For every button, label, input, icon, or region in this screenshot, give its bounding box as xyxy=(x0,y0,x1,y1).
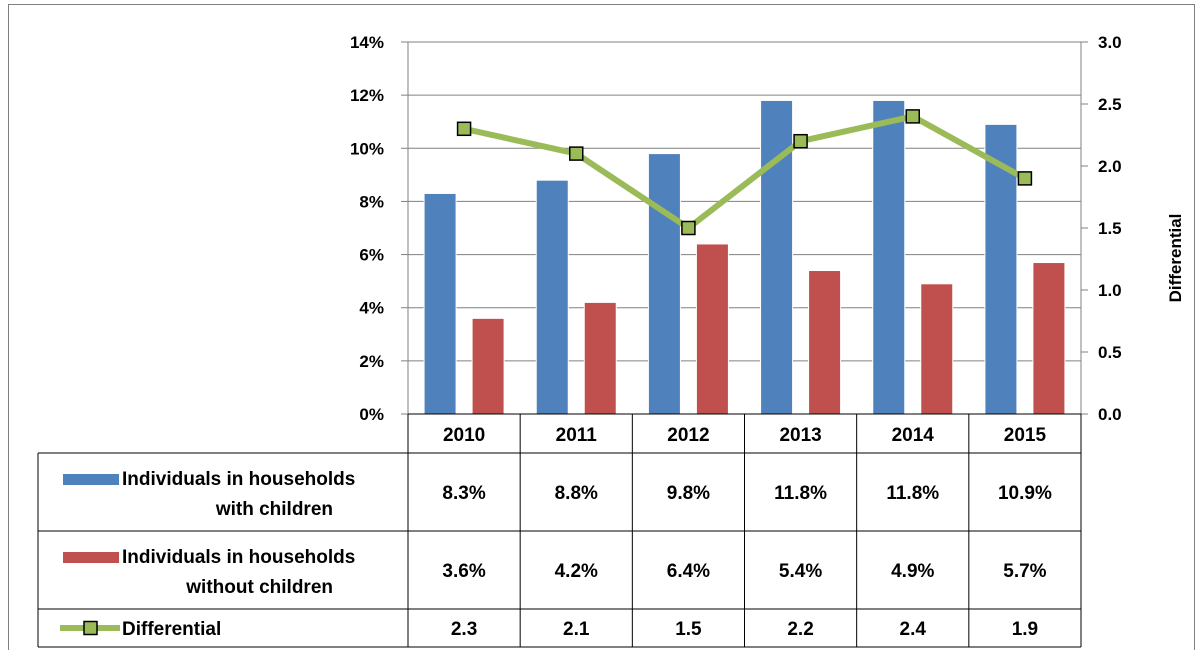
data-label: 4.9% xyxy=(891,561,934,582)
data-label: 5.4% xyxy=(779,561,822,582)
line-marker xyxy=(793,133,808,149)
data-label: 8.3% xyxy=(442,483,485,504)
category-label: 2014 xyxy=(892,425,935,446)
left-axis-tick-label: 14% xyxy=(350,33,384,52)
right-axis-tick-label: 3.0 xyxy=(1098,33,1122,52)
left-axis-tick-label: 12% xyxy=(350,86,384,105)
bar xyxy=(695,243,729,415)
right-axis-tick-label: 2.0 xyxy=(1098,157,1122,176)
data-label: 5.7% xyxy=(1003,561,1046,582)
category-label: 2011 xyxy=(556,425,598,446)
data-label: 4.2% xyxy=(555,561,598,582)
legend-key-marker xyxy=(83,620,98,636)
data-label: 1.5 xyxy=(675,619,702,640)
legend-label: Differential xyxy=(122,619,221,640)
legend-key xyxy=(63,474,119,485)
right-axis-tick-label: 1.5 xyxy=(1098,219,1122,238)
legend-label: with children xyxy=(215,499,333,520)
data-label: 6.4% xyxy=(667,561,710,582)
data-label: 10.9% xyxy=(998,483,1052,504)
legend-key xyxy=(63,552,119,563)
bar xyxy=(647,153,681,415)
data-label: 2.2 xyxy=(787,619,813,640)
category-label: 2013 xyxy=(779,425,821,446)
data-label: 9.8% xyxy=(667,483,710,504)
data-label: 8.8% xyxy=(555,483,598,504)
data-label: 11.8% xyxy=(774,483,827,504)
bar xyxy=(920,283,954,415)
right-axis-tick-label: 1.0 xyxy=(1098,281,1122,300)
left-axis-tick-label: 4% xyxy=(359,299,384,318)
line-marker xyxy=(456,121,472,137)
right-axis-tick-label: 0.5 xyxy=(1098,343,1122,362)
line-marker xyxy=(569,146,584,161)
legend-label: Individuals in households xyxy=(122,469,355,490)
line-marker xyxy=(681,220,696,236)
right-axis-tick-label: 2.5 xyxy=(1098,95,1122,114)
category-label: 2010 xyxy=(443,425,485,446)
data-label: 2.3 xyxy=(451,619,477,640)
line-marker xyxy=(905,109,920,124)
bar xyxy=(583,301,617,415)
bar xyxy=(1032,262,1066,415)
category-label: 2015 xyxy=(1004,425,1047,446)
chart-frame xyxy=(8,4,1195,650)
left-axis-tick-label: 8% xyxy=(359,192,384,211)
data-label: 1.9 xyxy=(1012,619,1038,640)
category-label: 2012 xyxy=(667,425,709,446)
bar xyxy=(872,99,906,415)
bar xyxy=(471,317,505,415)
right-axis-tick-label: 0.0 xyxy=(1098,405,1122,424)
left-axis-tick-label: 6% xyxy=(359,246,384,265)
bar xyxy=(808,270,842,415)
bar xyxy=(423,192,457,415)
left-axis-tick-label: 2% xyxy=(359,352,384,371)
legend-label: Individuals in households xyxy=(122,547,355,568)
data-label: 11.8% xyxy=(886,483,939,504)
data-label: 3.6% xyxy=(442,561,485,582)
data-label: 2.4 xyxy=(900,619,927,640)
left-axis-tick-label: 10% xyxy=(350,139,384,158)
right-axis-title: Differential xyxy=(1166,214,1185,303)
differential-line xyxy=(463,113,1027,231)
bar xyxy=(535,179,569,415)
line-marker xyxy=(1017,171,1033,186)
data-label: 2.1 xyxy=(563,619,590,640)
legend-label: without children xyxy=(185,577,333,598)
left-axis-tick-label: 0% xyxy=(359,405,384,424)
